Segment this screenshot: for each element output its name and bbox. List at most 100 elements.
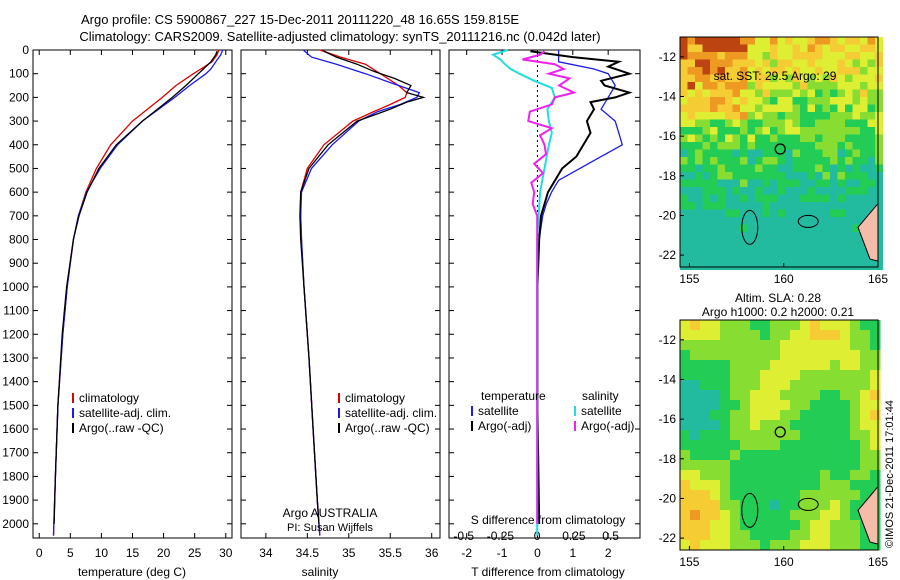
map-cell [755, 224, 763, 233]
map-cell [780, 370, 791, 381]
map-cell [740, 187, 748, 195]
y-tick-label: 1600 [2, 422, 29, 436]
map-cell [815, 179, 823, 188]
map-cell [740, 360, 751, 371]
map-cell [770, 74, 778, 83]
map-cell [770, 380, 781, 391]
map-cell [687, 59, 696, 68]
map-cell [755, 187, 763, 195]
map-cell [695, 142, 703, 150]
map-cell [760, 490, 771, 501]
map-cell [785, 232, 793, 240]
map-cell [815, 194, 823, 203]
map-cell [777, 104, 786, 113]
map-cell [720, 530, 731, 541]
map-cell [837, 194, 846, 203]
map-cell [755, 179, 763, 188]
map-cell [702, 44, 711, 53]
map-cell [815, 149, 823, 158]
map-cell [720, 330, 731, 341]
map-cell [852, 202, 861, 210]
map-cell [770, 89, 778, 98]
map-cell [750, 450, 761, 461]
x-tick-label: 25 [188, 546, 202, 560]
map-cell [867, 202, 876, 210]
map-cell [785, 187, 793, 195]
map-cell [840, 420, 851, 431]
map-cell [807, 112, 816, 120]
map-cell [830, 350, 841, 361]
map-cell [702, 179, 711, 188]
map-cell [870, 340, 881, 351]
map-cell [780, 380, 791, 391]
map-cell [700, 440, 711, 451]
sla-map-title-line1: Altim. SLA: 0.28 [735, 291, 821, 305]
map-cell [710, 82, 718, 90]
map-cell [850, 370, 861, 381]
map-cell [840, 480, 851, 491]
map-cell [780, 470, 791, 481]
map-cell [800, 400, 811, 411]
map-frame [679, 36, 879, 268]
map-cell [680, 179, 688, 188]
figure-title-line1: Argo profile: CS 5900867_227 15-Dec-2011… [81, 12, 519, 27]
map-cell [740, 430, 751, 441]
map-cell [762, 187, 771, 195]
map-cell [750, 470, 761, 481]
map-cell [747, 157, 756, 165]
map-cell [845, 104, 853, 113]
map-cell [837, 52, 846, 60]
map-cell [830, 370, 841, 381]
map-cell [810, 340, 821, 351]
map-cell [760, 340, 771, 351]
map-cell [760, 510, 771, 521]
map-cell [815, 52, 823, 60]
map-cell [790, 320, 801, 331]
map-cell [792, 232, 801, 240]
map-cell [830, 82, 838, 90]
map-cell [725, 254, 733, 263]
map-cell [680, 450, 691, 461]
map-cell [830, 460, 841, 471]
map-cell [702, 202, 711, 210]
map-cell [875, 172, 883, 180]
map-cell [740, 149, 748, 158]
map-cell [710, 89, 718, 98]
map-cell [792, 89, 801, 98]
map-cell [687, 164, 696, 173]
map-cell [760, 480, 771, 491]
map-cell [710, 97, 718, 105]
map-cell [690, 340, 701, 351]
map-cell [840, 510, 851, 521]
map-cell [770, 179, 778, 188]
map-cell [840, 370, 851, 381]
map-cell [850, 440, 861, 451]
map-cell [837, 247, 846, 255]
map-cell [700, 400, 711, 411]
map-cell [822, 209, 831, 218]
map-cell [687, 67, 696, 75]
map-cell [870, 460, 881, 471]
map-cell [800, 247, 808, 255]
map-cell [800, 74, 808, 83]
map-cell [710, 320, 721, 331]
map-cell [762, 37, 771, 45]
map-cell [852, 82, 861, 90]
map-cell [770, 360, 781, 371]
map-cell [860, 149, 868, 158]
map-cell [790, 370, 801, 381]
map-cell [740, 340, 751, 351]
map-cell [695, 217, 703, 225]
map-cell [820, 460, 831, 471]
map-cell [870, 320, 881, 331]
map-cell [750, 330, 761, 341]
map-cell [822, 82, 831, 90]
map-cell [875, 82, 883, 90]
map-cell [680, 232, 688, 240]
map-cell [860, 380, 871, 391]
map-cell [830, 262, 838, 270]
map-cell [695, 157, 703, 165]
map-cell [800, 500, 811, 511]
map-cell [777, 172, 786, 180]
map-cell [717, 67, 726, 75]
